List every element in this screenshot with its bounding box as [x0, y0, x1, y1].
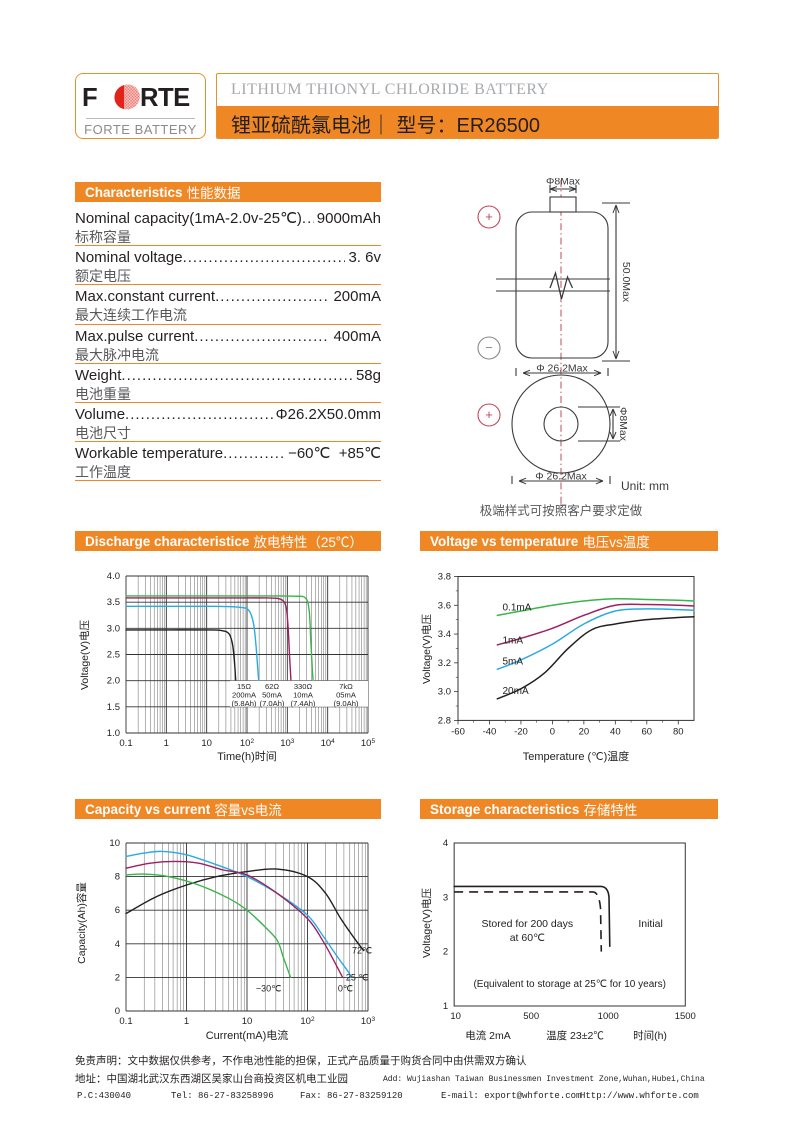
svg-text:72℃: 72℃	[352, 946, 372, 956]
svg-text:2: 2	[443, 947, 448, 958]
svg-text:Stored for 200 days: Stored for 200 days	[481, 918, 573, 930]
svg-text:3.6: 3.6	[438, 600, 451, 611]
svg-text:Current(mA)电流: Current(mA)电流	[206, 1028, 289, 1042]
svg-text:Φ8Max: Φ8Max	[617, 407, 629, 442]
svg-text:10: 10	[450, 1011, 461, 1022]
svg-text:Temperature (℃)温度: Temperature (℃)温度	[523, 749, 630, 763]
svg-text:3.2: 3.2	[438, 658, 451, 669]
svg-text:+: +	[485, 407, 493, 422]
svg-text:0.1: 0.1	[119, 738, 132, 749]
svg-text:Φ 26.2Max: Φ 26.2Max	[535, 471, 587, 483]
svg-text:3.0: 3.0	[107, 623, 120, 634]
svg-text:3.0: 3.0	[438, 687, 451, 698]
svg-text:0℃: 0℃	[338, 983, 353, 993]
svg-text:-40: -40	[483, 726, 497, 737]
svg-text:−30℃: −30℃	[256, 983, 281, 993]
svg-text:1000: 1000	[598, 1011, 619, 1022]
svg-text:Initial: Initial	[638, 918, 663, 930]
svg-text:102: 102	[240, 738, 255, 750]
svg-text:Time(h)时间: Time(h)时间	[217, 750, 276, 763]
svg-text:4: 4	[443, 838, 448, 849]
svg-text:20mA: 20mA	[503, 686, 529, 697]
svg-text:Voltage(V)电压: Voltage(V)电压	[78, 619, 91, 690]
svg-text:+: +	[485, 209, 493, 224]
svg-text:(9.0Ah): (9.0Ah)	[334, 699, 359, 708]
svg-text:104: 104	[321, 738, 336, 750]
svg-text:Φ8Max: Φ8Max	[546, 178, 581, 188]
svg-text:103: 103	[361, 1016, 376, 1028]
svg-text:50.0Max: 50.0Max	[620, 262, 632, 303]
svg-text:F: F	[82, 84, 97, 112]
svg-text:(Equivalent to storage at 25℃: (Equivalent to storage at 25℃ for 10 yea…	[473, 979, 665, 990]
svg-text:102: 102	[300, 1016, 315, 1028]
svg-text:3: 3	[443, 892, 448, 903]
svg-text:0: 0	[550, 726, 555, 737]
svg-text:1500: 1500	[675, 1011, 696, 1022]
svg-text:0.1mA: 0.1mA	[503, 602, 532, 613]
svg-text:4: 4	[115, 939, 120, 950]
svg-text:1mA: 1mA	[503, 636, 524, 647]
svg-text:(7.0Ah): (7.0Ah)	[260, 699, 285, 708]
svg-text:10: 10	[201, 738, 212, 749]
svg-text:2.8: 2.8	[438, 715, 451, 726]
svg-text:1.5: 1.5	[107, 702, 120, 713]
svg-text:2.0: 2.0	[107, 676, 120, 687]
svg-text:5mA: 5mA	[503, 656, 524, 667]
svg-text:at 60℃: at 60℃	[510, 932, 545, 944]
svg-text:1: 1	[184, 1016, 189, 1027]
svg-text:6: 6	[115, 905, 120, 916]
svg-text:80: 80	[673, 726, 684, 737]
svg-text:-60: -60	[451, 726, 465, 737]
svg-text:Unit: mm: Unit: mm	[621, 479, 669, 493]
svg-text:-20: -20	[514, 726, 528, 737]
svg-text:Φ 26.2Max: Φ 26.2Max	[536, 363, 588, 375]
svg-text:20: 20	[579, 726, 590, 737]
svg-text:极端样式可按照客户要求定做: 极端样式可按照客户要求定做	[480, 503, 643, 518]
svg-text:4.0: 4.0	[107, 571, 120, 582]
svg-text:103: 103	[280, 738, 295, 750]
svg-text:−: −	[485, 340, 493, 355]
svg-text:2: 2	[115, 972, 120, 983]
svg-text:0.1: 0.1	[119, 1016, 132, 1027]
svg-text:2.5: 2.5	[107, 650, 120, 661]
svg-text:时间(h): 时间(h)	[633, 1029, 667, 1042]
svg-text:电流 2mA: 电流 2mA	[465, 1029, 511, 1042]
svg-text:Voltage(V)电压: Voltage(V)电压	[420, 613, 433, 684]
svg-text:1: 1	[164, 738, 169, 749]
svg-text:Voltage(V)电压: Voltage(V)电压	[420, 887, 433, 958]
svg-text:8: 8	[115, 872, 120, 883]
svg-text:25 ℃: 25 ℃	[346, 972, 369, 982]
svg-text:10: 10	[109, 838, 120, 849]
svg-text:105: 105	[361, 738, 376, 750]
svg-text:(7.4Ah): (7.4Ah)	[291, 699, 316, 708]
svg-text:3.8: 3.8	[438, 572, 451, 583]
svg-text:3.4: 3.4	[438, 629, 451, 640]
svg-text:3.5: 3.5	[107, 597, 120, 608]
svg-text:1.0: 1.0	[107, 728, 120, 739]
svg-text:温度 23±2℃: 温度 23±2℃	[546, 1029, 604, 1042]
svg-text:500: 500	[523, 1011, 539, 1022]
svg-text:RTE: RTE	[139, 84, 189, 112]
svg-text:60: 60	[642, 726, 653, 737]
svg-text:40: 40	[610, 726, 621, 737]
svg-text:1: 1	[443, 1001, 448, 1012]
svg-text:Capacity(Ah)容量: Capacity(Ah)容量	[75, 882, 88, 964]
svg-text:(5.8Ah): (5.8Ah)	[232, 699, 257, 708]
svg-text:10: 10	[242, 1016, 253, 1027]
